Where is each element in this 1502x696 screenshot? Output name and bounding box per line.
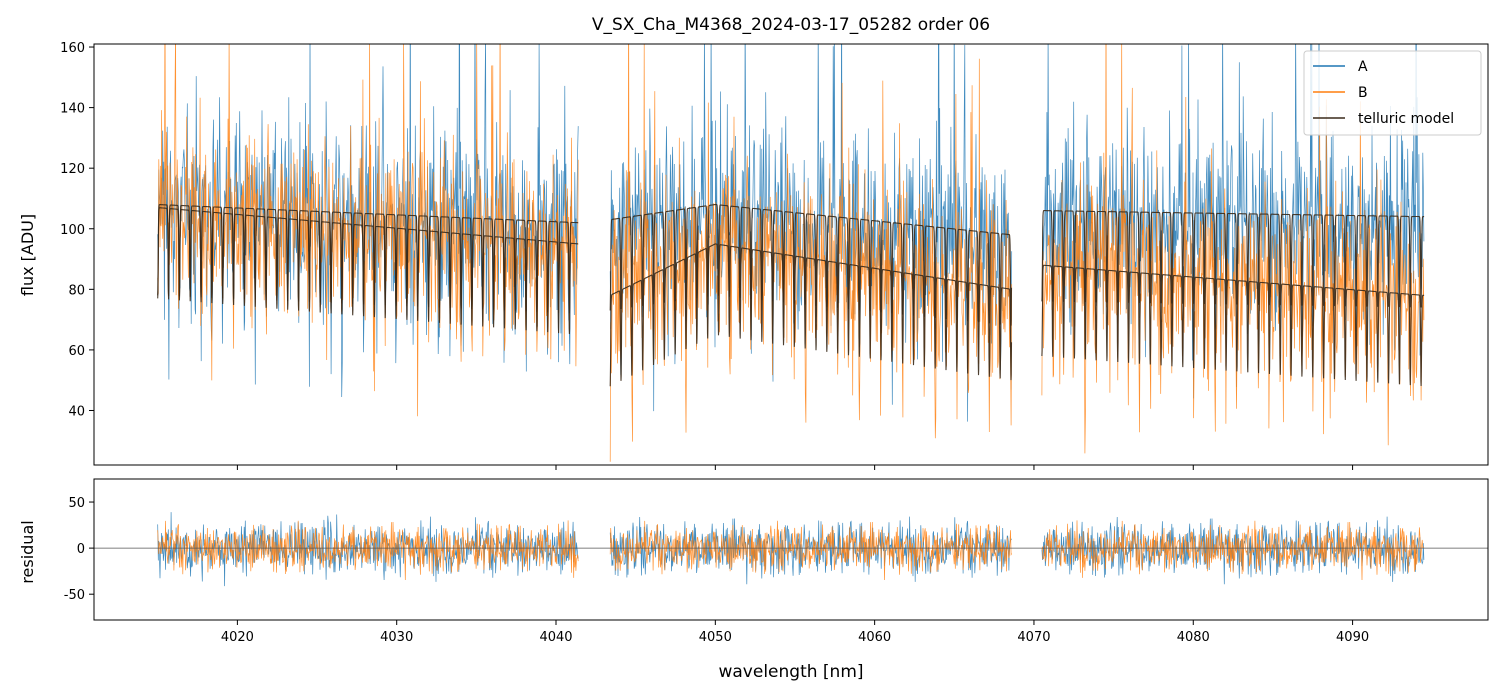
main-y-tick-label: 40 [68, 404, 85, 419]
x-tick-label: 4030 [380, 630, 413, 645]
x-tick-label: 4080 [1177, 630, 1210, 645]
residual-y-ticks: -50 0 50 [64, 496, 94, 603]
series-b-segment-1 [157, 44, 579, 417]
telluric-model-a-segment-3 [1041, 210, 1425, 308]
x-tick-label: 4060 [858, 630, 891, 645]
x-tick-label: 4020 [221, 630, 254, 645]
main-y-tick-label: 100 [60, 223, 85, 238]
residual-axes-frame [93, 478, 1489, 621]
telluric-model-b-segment-1 [157, 207, 579, 335]
legend-label-b: B [1358, 85, 1368, 101]
x-tick-label: 4070 [1017, 630, 1050, 645]
residual-plot-area [94, 512, 1488, 587]
residual-y-tick-label: 50 [68, 496, 85, 511]
series-a-segment-1 [157, 44, 579, 398]
residual-y-axis-label: residual [18, 520, 37, 583]
main-x-ticks [236, 465, 1354, 470]
main-y-ticks: 40 60 80 100 120 140 160 [60, 41, 94, 419]
x-tick-label: 4040 [539, 630, 572, 645]
legend-label-a: A [1358, 59, 1368, 75]
x-axis-label: wavelength [nm] [718, 662, 863, 682]
legend-label-telluric: telluric model [1358, 111, 1454, 127]
telluric-model-a-segment-2 [609, 203, 1013, 326]
main-axes-frame [93, 43, 1489, 466]
residual-b-segment-1 [157, 520, 579, 581]
series-b-segment-3 [1041, 44, 1425, 454]
telluric-model-b-segment-3 [1041, 264, 1425, 387]
residual-y-tick-label: -50 [64, 588, 85, 603]
legend: A B telluric model [1303, 50, 1482, 136]
main-y-tick-label: 60 [68, 344, 85, 359]
main-y-tick-label: 160 [60, 41, 85, 56]
main-plot-area [157, 44, 1425, 462]
legend-box [1303, 50, 1482, 136]
main-y-tick-label: 80 [68, 283, 85, 298]
x-tick-label: 4050 [699, 630, 732, 645]
telluric-model-b-segment-2 [609, 243, 1013, 387]
residual-a-segment-1 [157, 512, 579, 587]
telluric-model-a-segment-1 [157, 204, 579, 314]
residual-x-ticks: 4020 4030 4040 4050 4060 4070 4080 4090 [221, 620, 1369, 645]
residual-b-segment-3 [1041, 520, 1424, 581]
x-tick-label: 4090 [1336, 630, 1369, 645]
main-y-tick-label: 140 [60, 102, 85, 117]
main-y-tick-label: 120 [60, 162, 85, 177]
main-panel: 40 60 80 100 120 140 160 V_SX_Cha_M4368_2024-0… [18, 15, 1489, 470]
residual-y-tick-label: 0 [77, 542, 85, 557]
chart-title: V_SX_Cha_M4368_2024-03-17_05282 order 06 [592, 15, 990, 35]
residual-a-segment-2 [609, 516, 1012, 585]
main-y-axis-label: flux [ADU] [18, 214, 37, 296]
residual-b-segment-2 [609, 520, 1013, 581]
series-a-segment-2 [609, 44, 1013, 422]
